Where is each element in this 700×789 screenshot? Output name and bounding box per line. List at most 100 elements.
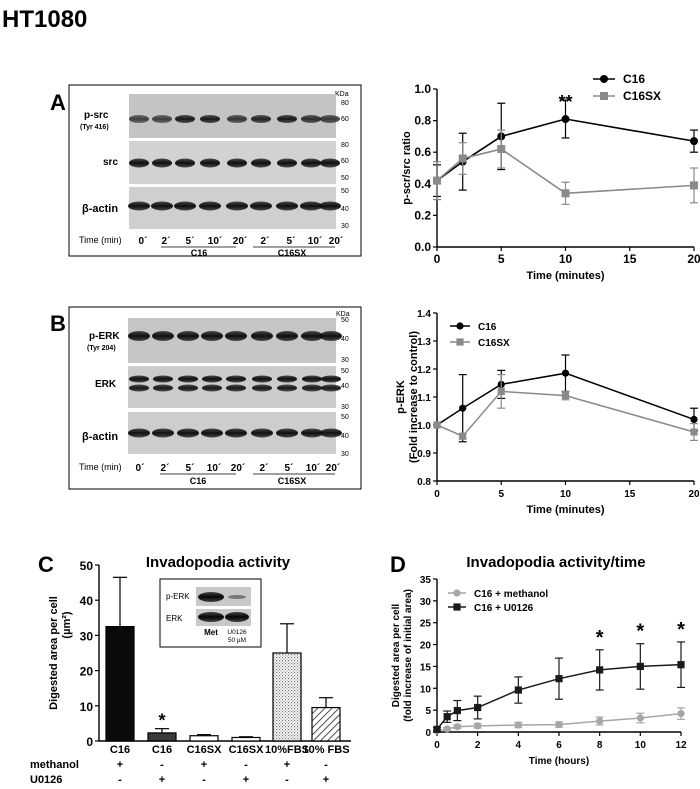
y-tick-label: 30 xyxy=(80,629,94,643)
blot-b-kda: KDa xyxy=(336,311,350,318)
bar xyxy=(189,735,219,742)
y-tick-label: 1.3 xyxy=(417,337,431,348)
x-tick-label: 0 xyxy=(434,740,440,751)
y-tick-label: 0.8 xyxy=(414,114,431,128)
y-tick-label: 20 xyxy=(80,665,94,679)
chart-b: 0.8 0.9 1.0 1.1 1.2 1.3 1.4 0 5 10 15 20 Time (minut… xyxy=(395,309,700,516)
legend-label: C16 xyxy=(478,322,497,333)
blot-band xyxy=(277,384,297,392)
x-tick-label: 0 xyxy=(434,489,440,500)
blot-time-label: 2´ xyxy=(161,463,170,474)
blot-b-marker: 30 xyxy=(341,357,349,364)
data-point xyxy=(636,662,644,671)
data-point xyxy=(561,115,570,124)
data-point xyxy=(474,722,482,730)
blot-band xyxy=(178,384,198,392)
blot-band xyxy=(200,158,220,168)
blot-band xyxy=(178,375,198,383)
blot-band xyxy=(129,375,149,383)
condition-value: + xyxy=(243,774,249,786)
bar xyxy=(272,652,302,742)
significance-marker: ** xyxy=(558,92,572,112)
blot-band xyxy=(201,428,223,438)
x-tick-label: 0 xyxy=(434,252,441,266)
condition-value: - xyxy=(202,774,206,786)
blot-band xyxy=(251,115,271,123)
x-tick-label: 10 xyxy=(559,252,573,266)
blot-a-marker: 60 xyxy=(341,116,349,123)
blot-band xyxy=(175,158,195,168)
legend-label: C16SX xyxy=(623,89,661,103)
blot-band xyxy=(177,331,199,341)
blot-band xyxy=(202,384,222,392)
blot-band xyxy=(302,375,322,383)
x-tick-label: 10 xyxy=(560,489,572,500)
blot-time-label: 5´ xyxy=(287,236,296,247)
chart-title: Invadopodia activity xyxy=(146,554,291,571)
data-point xyxy=(459,404,467,412)
blot-band xyxy=(300,201,322,211)
x-tick-label: 15 xyxy=(624,489,636,500)
data-point xyxy=(433,421,441,429)
y-axis-label: Digested area per cell xyxy=(391,604,402,708)
y-axis-label-2: (µm²) xyxy=(61,611,73,638)
x-axis-label: Time (hours) xyxy=(529,756,589,767)
y-tick-label: 0.0 xyxy=(414,240,431,254)
y-tick-label: 0 xyxy=(425,728,431,739)
y-tick-label: 1.1 xyxy=(417,393,431,404)
blot-band xyxy=(301,331,323,341)
data-point xyxy=(453,723,461,731)
blot-band xyxy=(174,201,196,211)
significance-marker: * xyxy=(677,619,685,641)
data-point xyxy=(514,721,522,729)
condition-value: - xyxy=(244,759,248,771)
category-label: C16SX xyxy=(187,744,223,756)
blot-time-label: 2´ xyxy=(162,236,171,247)
chart-a: 0.0 0.2 0.4 0.6 0.8 1.0 0 5 10 15 20 Time (minutes)… xyxy=(401,72,700,282)
blot-a-marker: 50 xyxy=(341,175,349,182)
blot-time-label: 2´ xyxy=(260,463,269,474)
y-axis-label-2: (fold increase of initial area) xyxy=(403,589,414,722)
data-point xyxy=(690,415,698,423)
bar xyxy=(231,736,261,742)
blot-time-label: 10´ xyxy=(207,463,221,474)
blot-band xyxy=(276,201,298,211)
y-tick-label: 10 xyxy=(420,684,432,695)
blot-b-marker: 50 xyxy=(341,317,349,324)
data-point xyxy=(453,706,461,715)
blot-b-row-label: β-actin xyxy=(82,431,118,443)
y-tick-label: 1.0 xyxy=(414,82,431,96)
blot-band xyxy=(226,384,246,392)
blot-time-label: 20´ xyxy=(329,236,343,247)
blot-b-group-label: C16SX xyxy=(278,476,307,486)
blot-a-time-label: Time (min) xyxy=(79,235,122,245)
blot-band xyxy=(277,375,297,383)
blot-b-time-label: Time (min) xyxy=(79,462,122,472)
blot-band xyxy=(276,428,298,438)
data-point xyxy=(690,137,698,146)
blot-time-label: 5´ xyxy=(186,236,195,247)
blot-b-row-label: p-ERK xyxy=(89,331,120,342)
inset-lane-label: U0126 xyxy=(227,629,247,636)
panel-label-b: B xyxy=(50,311,66,336)
x-axis-label: Time (minutes) xyxy=(526,504,604,516)
blot-time-label: 0´ xyxy=(136,463,145,474)
blot-time-label: 2´ xyxy=(261,236,270,247)
blot-band xyxy=(320,158,340,168)
blot-b-marker: 30 xyxy=(341,451,349,458)
condition-value: + xyxy=(284,759,290,771)
blot-time-label: 5´ xyxy=(285,463,294,474)
blot-band xyxy=(251,428,273,438)
blot-band xyxy=(320,115,340,123)
blot-band xyxy=(128,428,150,438)
blot-a-row-label: src xyxy=(103,157,118,168)
x-tick-label: 2 xyxy=(475,740,481,751)
blot-band xyxy=(276,331,298,341)
inset-band xyxy=(198,592,224,602)
legend-label: C16 + U0126 xyxy=(474,603,534,614)
chart-d: 0 5 10 15 20 25 30 35 0 2 4 6 8 10 12 Time (hours) Diges… xyxy=(391,554,687,767)
blot-a-marker: 80 xyxy=(341,100,349,107)
y-tick-label: 15 xyxy=(420,662,432,673)
blot-b-row-sublabel: (Tyr 204) xyxy=(87,345,116,352)
bar xyxy=(311,706,341,742)
